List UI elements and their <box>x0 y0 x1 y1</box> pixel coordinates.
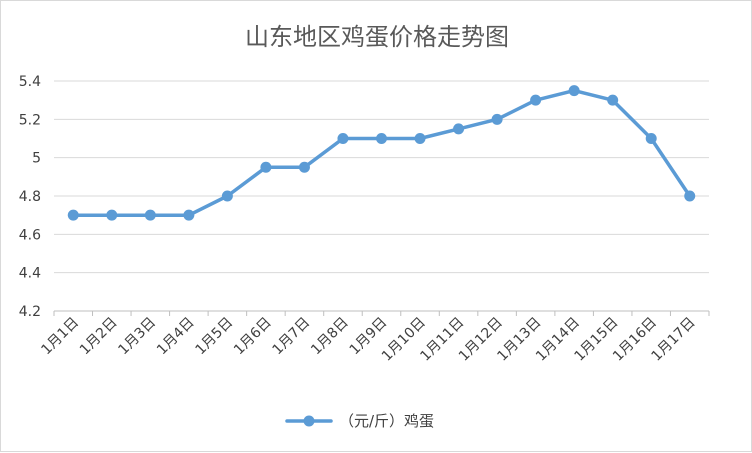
y-axis-ticks: 4.2 4.4 4.6 4.8 5 5.2 5.4 <box>19 74 41 320</box>
x-axis-ticks: 1月1日1月2日1月3日1月4日1月5日1月6日1月7日1月8日1月9日1月10… <box>38 315 698 365</box>
legend-dot-marker <box>303 415 315 427</box>
data-point <box>607 94 619 106</box>
x-axis <box>53 310 710 316</box>
data-point <box>645 133 657 144</box>
x-tick-label: 1月6日 <box>231 315 275 359</box>
data-point <box>568 85 580 97</box>
chart-title: 山东地区鸡蛋价格走势图 <box>245 23 509 51</box>
series-layer <box>67 85 696 221</box>
y-tick-label: 4.8 <box>19 189 41 205</box>
data-point <box>684 190 696 202</box>
data-point <box>67 209 79 221</box>
data-point <box>106 209 118 221</box>
y-tick-label: 5.4 <box>19 74 41 90</box>
y-tick-label: 5 <box>32 151 41 167</box>
legend-label: （元/斤）鸡蛋 <box>339 412 434 430</box>
x-tick-label: 1月5日 <box>192 315 236 359</box>
gridlines <box>54 80 709 312</box>
x-tick-label: 1月8日 <box>308 315 352 359</box>
series-line <box>71 88 692 217</box>
data-point <box>530 94 542 106</box>
data-point <box>453 123 465 135</box>
data-point <box>183 209 195 221</box>
data-point <box>491 113 503 125</box>
y-tick-label: 4.4 <box>19 266 41 282</box>
legend[interactable]: （元/斤）鸡蛋 <box>285 412 434 430</box>
data-point <box>260 161 272 173</box>
data-point <box>298 161 310 173</box>
data-point <box>337 133 349 144</box>
data-point <box>414 133 426 144</box>
data-point <box>221 190 233 202</box>
x-tick-label: 1月2日 <box>77 315 121 359</box>
data-point <box>376 133 387 144</box>
x-tick-label: 1月4日 <box>154 315 198 359</box>
x-tick-label: 1月7日 <box>270 315 314 359</box>
data-point <box>144 209 156 221</box>
x-tick-label: 1月1日 <box>38 315 82 359</box>
x-tick-label: 1月3日 <box>115 315 159 359</box>
y-tick-label: 4.6 <box>19 227 41 243</box>
y-tick-label: 5.2 <box>19 112 41 128</box>
y-tick-label: 4.2 <box>19 304 41 320</box>
